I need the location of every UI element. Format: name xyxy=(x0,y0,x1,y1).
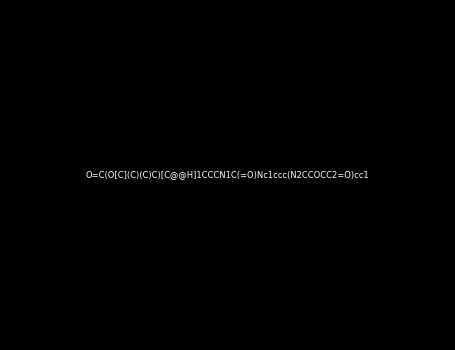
Text: O=C(O[C](C)(C)C)[C@@H]1CCCN1C(=O)Nc1ccc(N2CCOCC2=O)cc1: O=C(O[C](C)(C)C)[C@@H]1CCCN1C(=O)Nc1ccc(… xyxy=(86,170,369,180)
